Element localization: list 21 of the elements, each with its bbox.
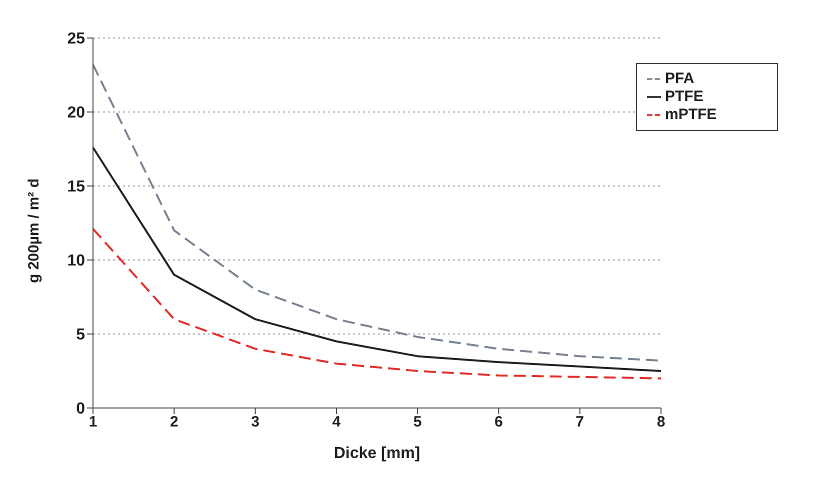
y-tick-label: 15 xyxy=(67,178,86,196)
y-tick-label: 10 xyxy=(67,252,86,270)
y-tick-label: 0 xyxy=(76,400,86,418)
line-series xyxy=(92,228,662,380)
legend-label: mPTFE xyxy=(665,106,717,123)
x-tick-label: 8 xyxy=(656,414,666,431)
x-tick-label: 1 xyxy=(88,414,98,431)
y-axis-title: g 200µm / m² d xyxy=(25,178,42,283)
x-axis-title: Dicke [mm] xyxy=(334,445,420,462)
x-tick-label: 4 xyxy=(332,414,342,431)
legend-label: PFA xyxy=(665,70,694,87)
x-tick-label: 7 xyxy=(576,414,584,431)
x-tick-label: 3 xyxy=(251,414,260,431)
x-tick-label: 5 xyxy=(413,414,422,431)
y-tick-label: 20 xyxy=(67,104,86,122)
x-tick-label: 6 xyxy=(494,414,503,431)
line-series xyxy=(92,146,662,372)
legend-label: PTFE xyxy=(665,88,704,105)
y-tick-label: 5 xyxy=(76,326,86,344)
x-tick-label: 2 xyxy=(170,414,178,431)
y-tick-label: 25 xyxy=(67,30,86,48)
